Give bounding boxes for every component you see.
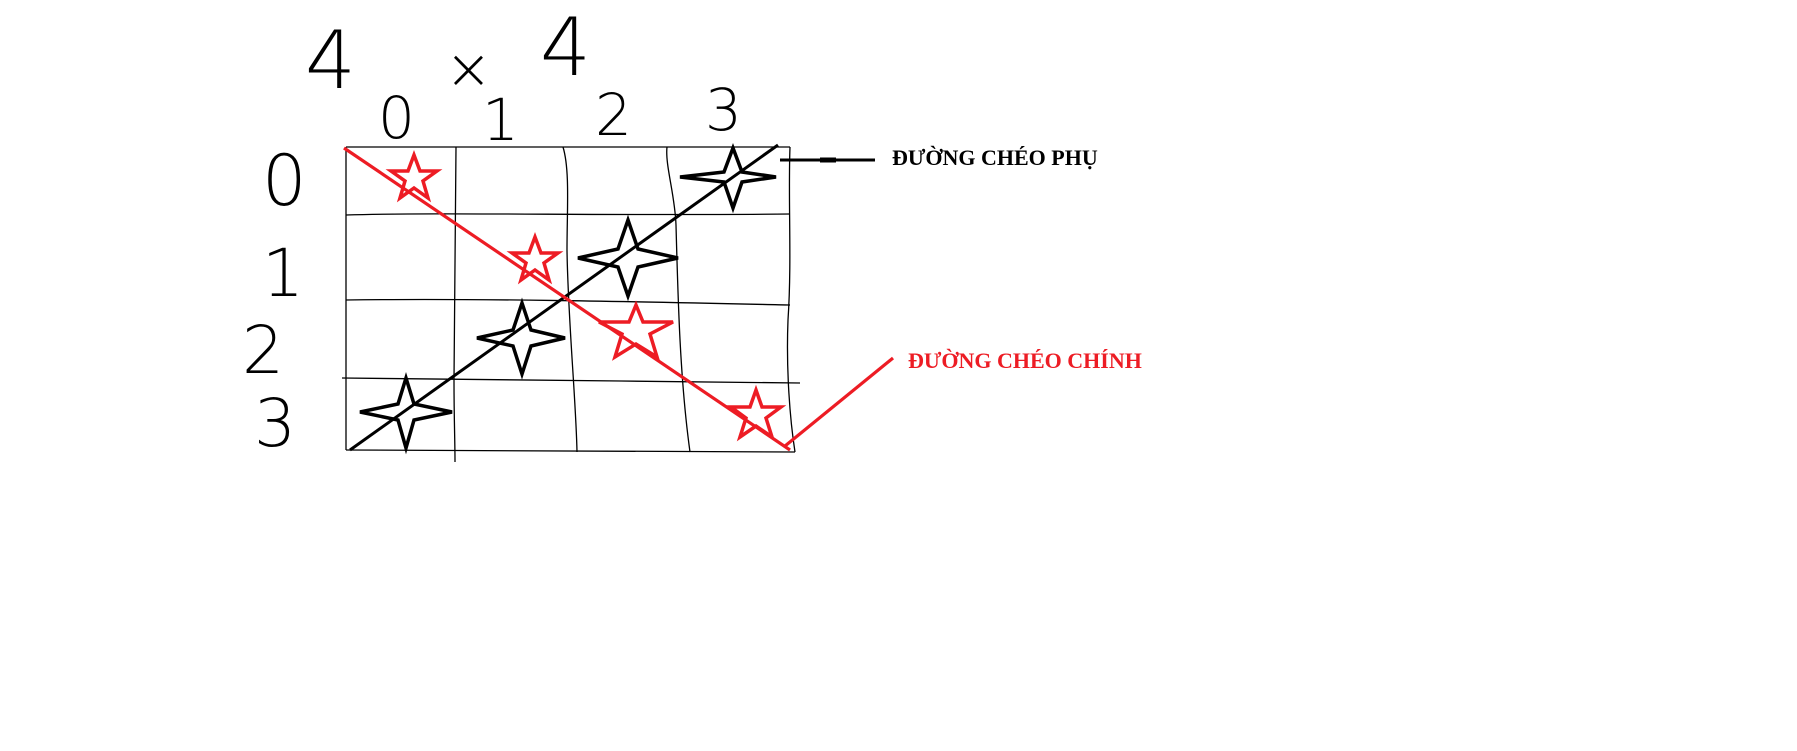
grid-hline-2 <box>345 298 791 306</box>
black-star-1-2 <box>577 214 679 302</box>
red-star-3-3 <box>725 384 787 442</box>
column-index-2: 2 <box>595 81 632 149</box>
row-index-3: 3 <box>254 385 296 462</box>
main-diagonal-stars <box>385 150 787 442</box>
row-index-1: 1 <box>262 235 304 312</box>
grid-vline-2 <box>562 146 578 453</box>
row-index-0: 0 <box>262 140 307 222</box>
anti-diagonal-stars <box>359 143 777 455</box>
title-rows: 4 <box>305 14 356 107</box>
grid-border-bottom <box>345 449 796 453</box>
black-star-3-0 <box>359 372 453 455</box>
main-diagonal-label: ĐƯỜNG CHÉO CHÍNH <box>908 348 1142 373</box>
main-diagonal-pointer <box>783 356 895 448</box>
red-star-0-0 <box>385 150 443 203</box>
column-index-3: 3 <box>705 76 742 144</box>
anti-diagonal-label: ĐƯỜNG CHÉO PHỤ <box>892 145 1098 170</box>
column-index-1: 1 <box>482 86 519 154</box>
red-star-2-2 <box>598 300 674 361</box>
grid-vline-1 <box>453 146 457 463</box>
grid-vline-3 <box>666 146 691 453</box>
black-star-2-1 <box>476 297 566 380</box>
grid-hline-3 <box>341 377 801 384</box>
red-star-1-1 <box>506 232 564 285</box>
row-index-2: 2 <box>242 312 284 389</box>
column-index-0: 0 <box>378 84 415 152</box>
grid-hline-1 <box>345 213 791 216</box>
black-star-0-3 <box>679 143 777 214</box>
title-cols: 4 <box>540 1 591 94</box>
title-times: × <box>445 37 492 102</box>
grid-border-right <box>786 146 796 453</box>
main-diagonal-line <box>343 146 791 452</box>
grid <box>341 146 801 463</box>
